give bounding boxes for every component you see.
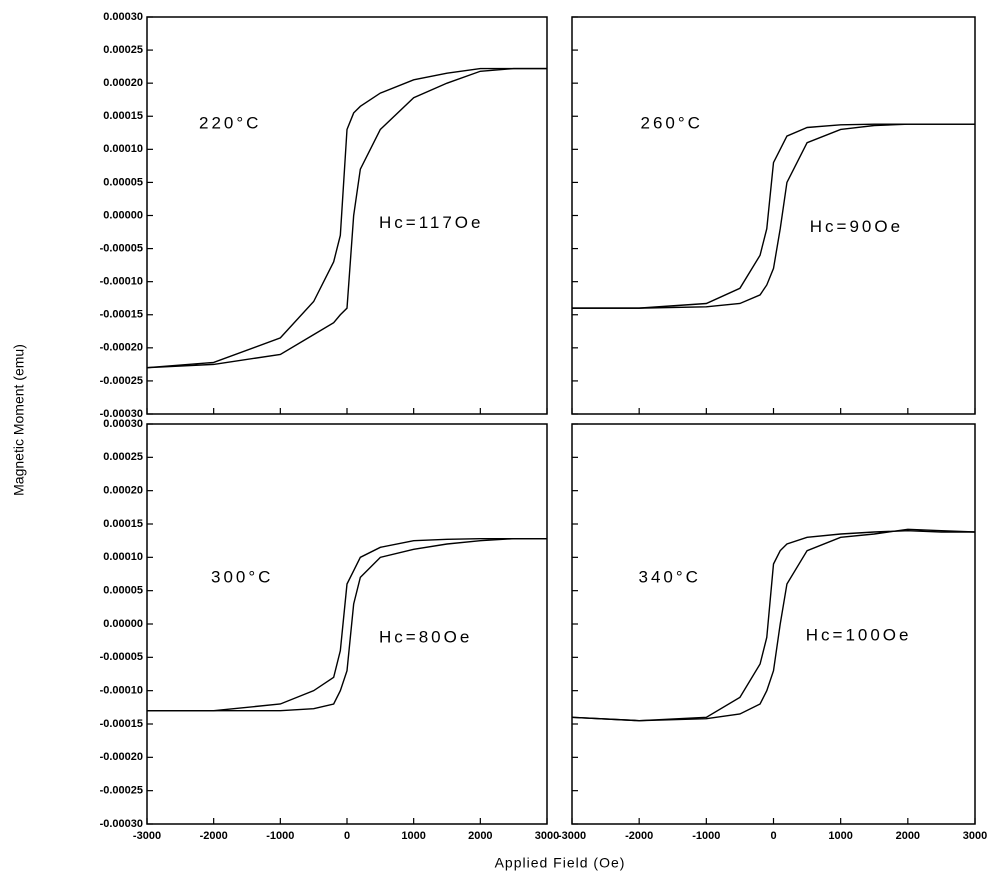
x-tick-label: -3000 [558,830,586,842]
y-tick-label: -0.00025 [100,785,143,797]
y-tick-label: -0.00005 [100,651,143,663]
loop-branch [571,529,975,722]
y-tick-label: 0.00010 [103,551,143,563]
x-tick-label: 1000 [828,830,852,842]
y-tick-label: 0.00005 [103,585,143,597]
x-tick-label: 3000 [535,830,559,842]
annotation: 300°C [211,567,273,586]
x-axis-label: Applied Field (Oe) [495,855,626,871]
x-tick-label: 0 [344,830,350,842]
y-tick-label: -0.00030 [100,818,143,830]
annotation: 340°C [638,567,700,586]
x-tick-label: -2000 [200,830,228,842]
plot-frame [571,423,976,825]
loop-branch [147,537,547,712]
x-tick-label: -2000 [625,830,653,842]
loop-branch [572,123,975,309]
y-tick-label: -0.00010 [100,276,143,288]
annotation: Hc=117Oe [379,213,483,232]
loop-branch [571,528,976,722]
y-tick-label: 0.00005 [103,176,143,188]
x-tick-label: -3000 [133,830,161,842]
y-tick-label: -0.00015 [100,309,143,321]
y-tick-label: 0.00015 [103,110,143,122]
x-tick-label: 2000 [468,830,492,842]
y-axis-label: Magnetic Moment (emu) [11,344,27,496]
y-tick-label: 0.00025 [103,451,143,463]
y-tick-label: -0.00005 [100,242,143,254]
y-tick-label: 0.00020 [103,77,143,89]
x-tick-label: 3000 [963,830,987,842]
x-tick-label: 0 [770,830,776,842]
y-tick-label: 0.00025 [103,44,143,56]
x-tick-label: -1000 [692,830,720,842]
y-tick-label: -0.00030 [100,408,143,420]
plot-frame [571,16,976,415]
y-tick-label: 0.00030 [103,418,143,430]
y-tick-label: -0.00020 [100,342,143,354]
y-tick-label: 0.00000 [103,209,143,221]
loop-branch [572,123,975,309]
x-tick-label: -1000 [266,830,294,842]
y-tick-label: -0.00020 [100,751,143,763]
y-tick-label: -0.00015 [100,718,143,730]
x-tick-label: 2000 [896,830,920,842]
loop-branch [146,67,547,369]
loop-branch [147,537,547,712]
loop-branch [146,67,547,369]
y-tick-label: 0.00010 [103,143,143,155]
annotation: Hc=100Oe [806,625,912,644]
y-tick-label: -0.00010 [100,685,143,697]
plot-frame [146,423,548,825]
annotation: 220°C [199,114,261,133]
y-tick-label: 0.00020 [103,485,143,497]
y-tick-label: -0.00025 [100,375,143,387]
x-tick-label: 1000 [401,830,425,842]
y-tick-label: 0.00030 [103,11,143,23]
annotation: Hc=80Oe [379,627,472,646]
annotation: 260°C [641,114,703,133]
annotation: Hc=90Oe [810,217,903,236]
y-tick-label: 0.00015 [103,518,143,530]
y-tick-label: 0.00000 [103,618,143,630]
plot-frame [146,16,548,415]
